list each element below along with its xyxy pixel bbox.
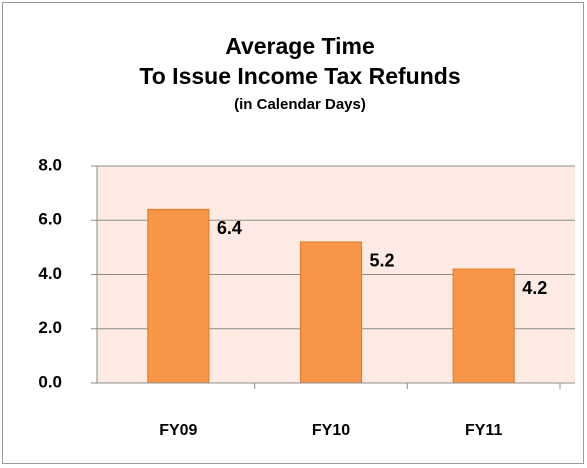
y-tick-label: 2.0 (38, 318, 62, 337)
value-label: 6.4 (217, 218, 242, 238)
y-tick-label: 0.0 (38, 372, 62, 391)
bar (147, 208, 210, 384)
x-tick-label: FY09 (159, 422, 197, 439)
y-tick-label: 6.0 (38, 210, 62, 229)
bar (299, 241, 363, 384)
chart-subtitle: (in Calendar Days) (234, 96, 366, 113)
x-tick-label: FY10 (312, 422, 350, 439)
bar (452, 268, 515, 384)
y-tick-label: 4.0 (38, 264, 62, 283)
x-tick-label: FY11 (465, 422, 502, 439)
chart-title: Average Time (225, 33, 375, 59)
value-label: 4.2 (522, 278, 547, 298)
y-tick-label: 8.0 (38, 155, 62, 174)
chart-title: To Issue Income Tax Refunds (139, 63, 460, 89)
value-label: 5.2 (370, 251, 395, 271)
